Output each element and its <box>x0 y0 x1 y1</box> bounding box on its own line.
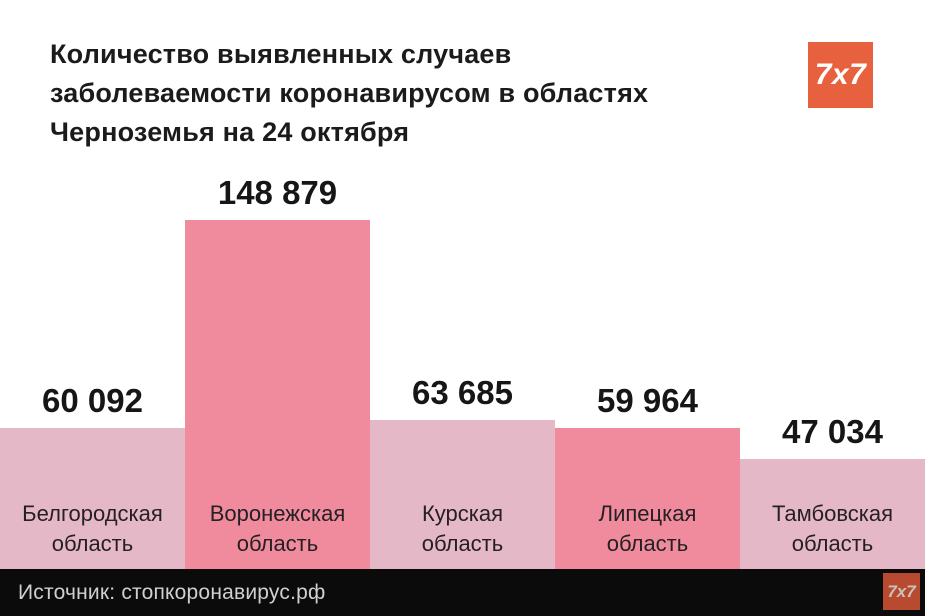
bar: Тамбовская область <box>740 459 925 569</box>
page-title: Количество выявленных случаев заболеваем… <box>50 35 750 152</box>
footer-bar: Источник: стопкоронавирус.рф 7x7 <box>0 569 925 616</box>
footer-7x7-logo: 7x7 <box>883 573 920 610</box>
bar-value-label: 148 879 <box>217 174 338 211</box>
bar-column-belgorod: 60 092 Белгородская область <box>0 382 185 569</box>
bar-value-label: 59 964 <box>597 382 698 419</box>
title-line-3: Черноземья на 24 октября <box>50 117 410 147</box>
bar-column-voronezh: 148 879 Воронежская область <box>185 174 370 569</box>
bar-value-label: 47 034 <box>782 413 883 450</box>
bar-column-tambov: 47 034 Тамбовская область <box>740 413 925 569</box>
bar-category-label: Курская область <box>421 501 504 556</box>
bar: Белгородская область <box>0 428 185 569</box>
bar-category-label: Воронежская область <box>209 501 346 556</box>
bar-category-label: Тамбовская область <box>771 501 894 556</box>
source-attribution: Источник: стопкоронавирус.рф <box>18 580 326 604</box>
title-line-1: Количество выявленных случаев <box>50 39 512 69</box>
bar-column-lipetsk: 59 964 Липецкая область <box>555 382 740 569</box>
bar: Липецкая область <box>555 428 740 569</box>
title-line-2: заболеваемости коронавирусом в областях <box>50 78 649 108</box>
brand-7x7-logo: 7x7 <box>808 42 873 108</box>
footer-logo-text: 7x7 <box>887 581 916 601</box>
bar-chart: 60 092 Белгородская область 148 879 Воро… <box>0 150 925 569</box>
brand-logo-text: 7x7 <box>814 58 867 91</box>
bar-category-label: Белгородская область <box>22 501 163 556</box>
bar-value-label: 63 685 <box>412 374 513 411</box>
bar: Воронежская область <box>185 220 370 569</box>
bar-category-label: Липецкая область <box>598 501 697 556</box>
bar-column-kursk: 63 685 Курская область <box>370 374 555 569</box>
bar: Курская область <box>370 420 555 569</box>
bar-value-label: 60 092 <box>42 382 143 419</box>
